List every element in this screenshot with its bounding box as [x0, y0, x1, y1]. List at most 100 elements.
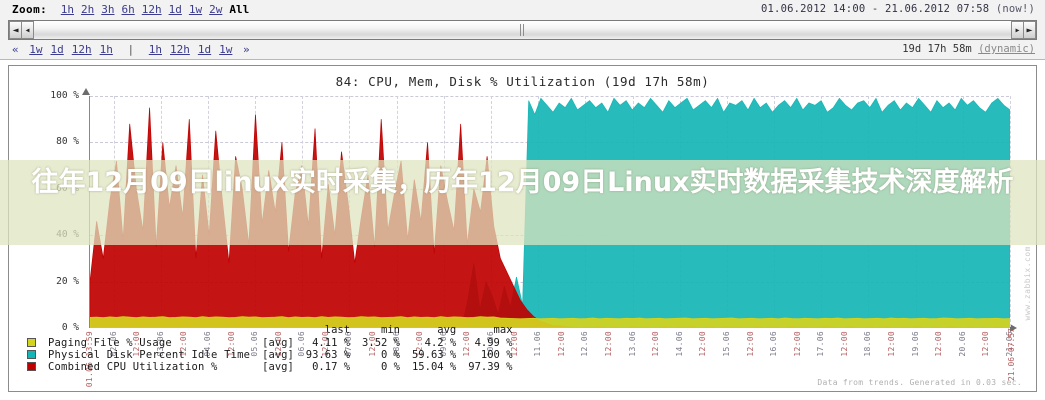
legend-value-min: 3.52 % [362, 337, 400, 349]
time-shift-bar: « 1w 1d 12h 1h | 1h 12h 1d 1w » 19d 17h 58m (d… [0, 41, 1045, 59]
zoom-option-1h[interactable]: 1h [60, 3, 74, 16]
legend-row: Combined CPU Utilization % [avg] 0.17 % 0 %… [21, 361, 519, 373]
nav-separator: | [127, 43, 135, 56]
legend-value-avg: 15.04 % [411, 361, 457, 373]
legend-row: Physical Disk Percent Idle Time [avg] 93.6… [21, 349, 519, 361]
legend-row: Paging File % Usage [avg] 4.11 % 3.52 % 4.2 … [21, 337, 519, 349]
legend-col-min: min [381, 324, 400, 336]
x-axis-arrow-icon [1010, 324, 1017, 332]
legend-spacer-fn [256, 324, 300, 337]
zoom-option-1w[interactable]: 1w [188, 3, 203, 16]
nav-back-arrow-icon[interactable]: « [12, 43, 19, 56]
nav-back-12h[interactable]: 12h [71, 43, 92, 56]
legend-value-min: 0 % [381, 349, 400, 361]
zoom-links-group: 1h 2h 3h 6h 12h 1d 1w 2w All [54, 3, 250, 16]
legend-col-max: max [493, 324, 513, 336]
time-navigation-panel: Zoom: 1h 2h 3h 6h 12h 1d 1w 2w All 01.06.2012 14… [0, 0, 1045, 60]
nav-forward-1h[interactable]: 1h [148, 43, 162, 56]
zoom-label: Zoom: [12, 3, 48, 16]
y-axis-arrow-icon [82, 88, 90, 95]
legend-aggregation: [avg] [262, 337, 294, 349]
zoom-bar: Zoom: 1h 2h 3h 6h 12h 1d 1w 2w All 01.06.2012 14… [0, 0, 1045, 19]
legend-value-avg: 59.63 % [411, 349, 457, 361]
x-axis-tick-26: 12:00 [698, 331, 708, 357]
zoom-option-2w[interactable]: 2w [209, 3, 223, 16]
duration-value: 19d 17h 58m [902, 43, 972, 55]
zoom-option-all[interactable]: All [229, 3, 250, 16]
legend-table: last min avg max Paging File % Usage [avg] 4.… [21, 324, 519, 373]
zoom-option-3h[interactable]: 3h [101, 3, 115, 16]
time-range-scrollbar[interactable]: ◄ ◂ ▸ ► [8, 20, 1037, 40]
nav-forward-12h[interactable]: 12h [170, 43, 190, 56]
zoom-option-6h[interactable]: 6h [121, 3, 135, 16]
legend-value-max: 97.39 % [468, 361, 513, 373]
x-axis-tick-21: 12.06 [580, 331, 590, 357]
scrollbar-grip[interactable] [519, 24, 526, 36]
legend-value-max: 100 % [480, 349, 513, 361]
zoom-option-12h[interactable]: 12h [141, 3, 162, 16]
legend-series-name: Physical Disk Percent Idle Time [48, 349, 251, 361]
legend-header-row: last min avg max [21, 324, 519, 337]
legend-value-last: 0.17 % [312, 361, 351, 373]
dynamic-toggle[interactable]: (dynamic) [978, 43, 1035, 55]
x-axis-tick-32: 12:00 [839, 331, 849, 357]
x-axis-tick-30: 12:00 [792, 331, 802, 357]
legend-value-last: 93.63 % [305, 349, 351, 361]
legend-value-min: 0 % [381, 361, 400, 373]
last-time-label: 21.06 07:57 [1007, 328, 1016, 381]
series-area-paging-file-usage [90, 316, 1010, 328]
scroll-right-arrow-icon[interactable]: ► [1023, 21, 1036, 39]
legend-series-name: Paging File % Usage [48, 337, 172, 349]
nav-back-links-group: 1w 1d 12h 1h [25, 43, 117, 56]
legend-col-last: last [324, 324, 351, 336]
graph-footer-note: Data from trends. Generated in 0.03 sec. [817, 378, 1022, 387]
legend-series-name: Combined CPU Utilization % [48, 361, 218, 373]
x-axis-tick-37: 20.06 [957, 331, 967, 357]
legend-swatch-cell [21, 337, 42, 349]
duration-display: 19d 17h 58m (dynamic) [902, 43, 1035, 55]
legend-color-swatch [27, 362, 36, 371]
legend-value-last: 4.11 % [312, 337, 351, 349]
x-axis-tick-27: 15.06 [721, 331, 731, 357]
graph-watermark: www.zabbix.com [1023, 246, 1032, 321]
nav-forward-1w[interactable]: 1w [219, 43, 233, 56]
y-axis-tick-20: 20 % [56, 275, 79, 287]
x-axis-tick-19: 11.06 [533, 331, 543, 357]
scroll-left-handle-icon[interactable]: ◂ [21, 21, 34, 39]
nav-forward-1d[interactable]: 1d [197, 43, 212, 56]
x-axis-tick-23: 13.06 [627, 331, 637, 357]
plot-area [89, 96, 1011, 328]
legend-col-avg: avg [437, 324, 457, 336]
x-axis-tick-20: 12:00 [556, 331, 566, 357]
period-from: 01.06.2012 14:00 [761, 3, 866, 15]
x-axis-tick-36: 12:00 [934, 331, 944, 357]
y-axis-tick-80: 80 % [56, 136, 79, 148]
gridline-h-100 [90, 96, 1009, 97]
x-axis-tick-29: 16.06 [769, 331, 779, 357]
nav-back-1d[interactable]: 1d [50, 43, 64, 56]
legend-swatch-cell [21, 361, 42, 373]
x-axis-tick-35: 19.06 [910, 331, 920, 357]
legend-value-max: 4.99 % [474, 337, 513, 349]
legend-swatch-cell [21, 349, 42, 361]
x-axis-tick-38: 12:00 [981, 331, 991, 357]
legend-value-avg: 4.2 % [424, 337, 457, 349]
nav-back-1h[interactable]: 1h [99, 43, 113, 56]
legend-aggregation: [avg] [262, 349, 294, 361]
nav-back-1w[interactable]: 1w [29, 43, 43, 56]
x-axis-tick-28: 12:00 [745, 331, 755, 357]
now-indicator[interactable]: (now!) [995, 3, 1035, 15]
period-dash: - [871, 3, 879, 15]
graph-container: 84: CPU, Mem, Disk % Utilization (19d 17… [8, 65, 1037, 392]
zoom-option-1d[interactable]: 1d [168, 3, 182, 16]
series-plot [90, 97, 1010, 328]
y-axis-tick-60: 60 % [56, 182, 79, 194]
nav-forward-arrow-icon[interactable]: » [243, 43, 250, 56]
legend-color-swatch [27, 338, 36, 347]
x-axis-tick-24: 12:00 [651, 331, 661, 357]
zoom-option-2h[interactable]: 2h [81, 3, 95, 16]
y-axis-tick-100: 100 % [50, 90, 79, 101]
graph-title: 84: CPU, Mem, Disk % Utilization (19d 17… [335, 74, 710, 89]
period-to: 21.06.2012 07:58 [884, 3, 990, 15]
x-axis-tick-25: 14.06 [674, 331, 684, 357]
